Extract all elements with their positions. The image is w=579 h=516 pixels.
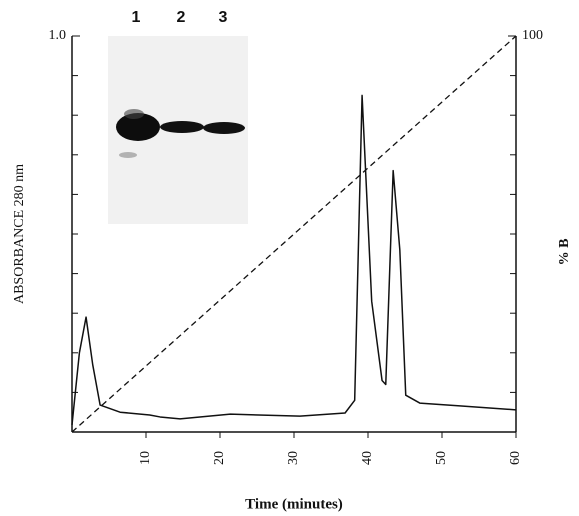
absorbance-line [71,94,517,425]
x-tick-label: 60 [508,451,523,465]
y-tick-label: 1.0 [49,28,67,43]
gel-band [160,121,204,133]
gel-band [203,122,245,134]
gel-inset: 1 2 3 [108,9,248,224]
x-tick-label: 50 [434,451,449,465]
x-tick-label: 10 [138,451,153,465]
gel-band [119,152,137,158]
y-axis-label: ABSORBANCE 280 nm [12,164,27,304]
lane-label: 1 [132,9,141,26]
gel-band [116,113,160,141]
x-tick-label: 40 [360,451,375,465]
x-axis-label: Time (minutes) [245,496,343,512]
x-tick-label: 20 [212,451,227,465]
y2-tick-label: 100 [522,28,543,43]
lane-label: 3 [219,9,228,26]
gradient-line [71,35,517,433]
y2-axis-label: % B [557,239,572,266]
gel-band [124,109,144,119]
x-tick-label: 30 [286,451,301,465]
lane-label: 2 [177,9,186,26]
